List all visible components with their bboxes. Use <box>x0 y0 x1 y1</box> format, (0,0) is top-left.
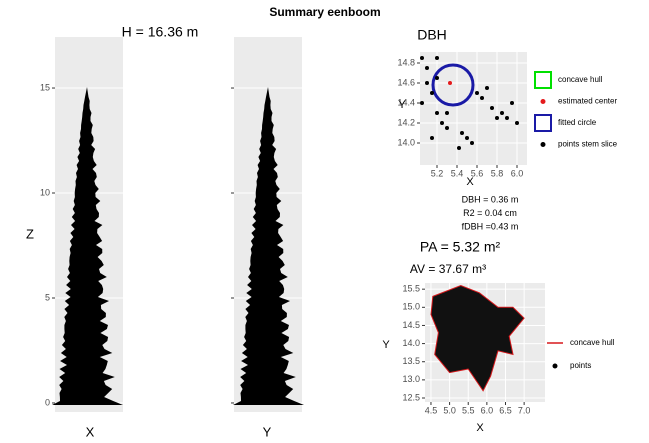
x-axis-label: X <box>476 422 484 434</box>
y-axis-label: Z <box>26 226 34 241</box>
y-tick-label: 0 <box>45 397 50 407</box>
annotation: R2 = 0.04 cm <box>463 208 517 218</box>
y-tick-label: 14.8 <box>397 57 415 67</box>
chart-title: H = 16.36 m <box>122 24 199 40</box>
annotation: fDBH =0.43 m <box>462 221 519 231</box>
x-tick-label: 5.0 <box>443 405 456 415</box>
x-tick-label: 4.5 <box>425 405 438 415</box>
point <box>460 131 464 135</box>
point <box>490 106 494 110</box>
point <box>470 141 474 145</box>
annotation: DBH = 0.36 m <box>462 194 519 204</box>
legend-key <box>541 142 546 147</box>
x-tick-label: 5.2 <box>431 168 444 178</box>
point <box>440 121 444 125</box>
legend-key <box>541 99 546 104</box>
y-tick-label: 14.0 <box>397 137 415 147</box>
x-axis-label: X <box>466 176 474 188</box>
legend-label: points <box>570 361 591 370</box>
point <box>425 66 429 70</box>
point <box>445 111 449 115</box>
legend-label: estimated center <box>558 97 617 106</box>
point <box>448 81 452 85</box>
y-tick-label: 15.0 <box>402 302 420 312</box>
legend-key <box>553 364 558 369</box>
x-tick-label: 7.0 <box>518 405 531 415</box>
figure-title: Summary eenboom <box>269 5 380 19</box>
y-tick-label: 5 <box>45 292 50 302</box>
y-tick-label: 15 <box>40 82 50 92</box>
point <box>425 81 429 85</box>
x-tick-label: 6.0 <box>511 168 524 178</box>
x-axis-label: X <box>86 424 95 439</box>
y-tick-label: 14.2 <box>397 117 415 127</box>
point <box>485 86 489 90</box>
chart-title: PA = 5.32 m² <box>420 239 501 255</box>
x-tick-label: 5.5 <box>462 405 475 415</box>
point <box>500 111 504 115</box>
y-tick-label: 14.0 <box>402 338 420 348</box>
legend-label: points stem slice <box>558 140 618 149</box>
y-tick-label: 13.5 <box>402 356 420 366</box>
chart-title: DBH <box>417 27 447 43</box>
point <box>515 121 519 125</box>
x-axis-label: Y <box>263 424 272 439</box>
panel <box>420 52 527 165</box>
figure: Summary eenboom 0 5 10 15 H = 16.36 m X Z Y 14.0… <box>0 0 649 443</box>
x-tick-label: 6.5 <box>499 405 512 415</box>
x-tick-label: 5.8 <box>491 168 504 178</box>
legend-key <box>535 72 551 88</box>
x-tick-label: 5.4 <box>451 168 464 178</box>
legend-key <box>535 115 551 131</box>
point <box>430 136 434 140</box>
point <box>430 91 434 95</box>
x-tick-label: 6.0 <box>481 405 494 415</box>
legend-label: concave hull <box>570 338 615 347</box>
point <box>510 101 514 105</box>
point <box>505 116 509 120</box>
y-tick-label: 14.6 <box>397 77 415 87</box>
y-tick-label: 12.5 <box>402 392 420 402</box>
chart-subtitle: AV = 37.67 m³ <box>410 262 486 276</box>
point <box>465 136 469 140</box>
point <box>480 96 484 100</box>
y-tick-label: 10 <box>40 187 50 197</box>
point <box>420 56 424 60</box>
point <box>435 76 439 80</box>
point <box>495 116 499 120</box>
point <box>457 146 461 150</box>
y-axis-label: Y <box>382 339 390 351</box>
point <box>420 101 424 105</box>
legend-label: concave hull <box>558 75 603 84</box>
y-tick-label: 15.5 <box>402 284 420 294</box>
point <box>435 56 439 60</box>
y-tick-label: 14.5 <box>402 320 420 330</box>
point <box>475 91 479 95</box>
point <box>435 111 439 115</box>
y-tick-label: 13.0 <box>402 374 420 384</box>
legend-label: fitted circle <box>558 118 597 127</box>
point <box>445 126 449 130</box>
y-axis-label: Y <box>398 99 406 111</box>
